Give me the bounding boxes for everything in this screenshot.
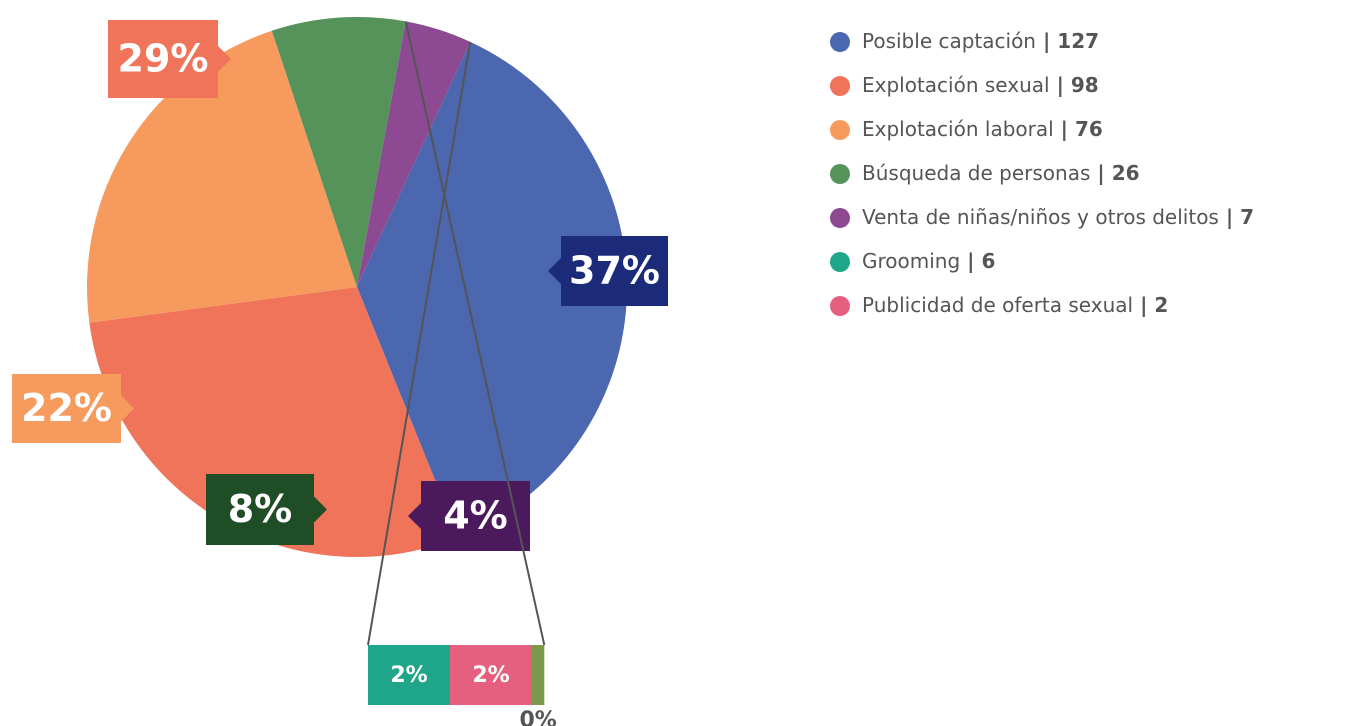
label-box bbox=[421, 481, 530, 551]
legend-label: Búsqueda de personas | 26 bbox=[862, 161, 1140, 185]
label-box bbox=[108, 20, 218, 98]
legend-marker bbox=[830, 252, 850, 272]
slice-label: 8% bbox=[228, 487, 293, 531]
label-pointer bbox=[121, 395, 134, 422]
legend-value: 127 bbox=[1057, 29, 1099, 53]
legend-name: Búsqueda de personas bbox=[862, 161, 1090, 185]
legend-marker bbox=[830, 296, 850, 316]
label-pointer bbox=[548, 258, 561, 284]
label-pointer bbox=[408, 503, 421, 529]
pie-slice bbox=[271, 16, 406, 287]
legend-name: Grooming bbox=[862, 249, 960, 273]
legend-name: Posible captación bbox=[862, 29, 1036, 53]
legend-value: 98 bbox=[1071, 73, 1099, 97]
legend-value: 76 bbox=[1075, 117, 1103, 141]
breakdown-bar bbox=[450, 645, 532, 705]
label-box bbox=[12, 374, 121, 443]
legend-label: Posible captación | 127 bbox=[862, 29, 1099, 53]
legend-separator: | bbox=[1097, 161, 1104, 185]
breakdown-label: 2% bbox=[472, 663, 509, 688]
legend-value: 26 bbox=[1112, 161, 1140, 185]
slice-label: 22% bbox=[21, 386, 112, 430]
legend-marker bbox=[830, 120, 850, 140]
legend-separator: | bbox=[1140, 293, 1147, 317]
breakdown-bar bbox=[532, 645, 545, 705]
legend-separator: | bbox=[967, 249, 974, 273]
legend-label: Grooming | 6 bbox=[862, 249, 995, 273]
pie-slice bbox=[357, 41, 628, 538]
connector bbox=[404, 21, 546, 646]
legend-value: 7 bbox=[1240, 205, 1254, 229]
legend-marker bbox=[830, 164, 850, 184]
legend-label: Explotación sexual | 98 bbox=[862, 73, 1099, 97]
legend-label: Publicidad de oferta sexual | 2 bbox=[862, 293, 1168, 317]
legend-separator: | bbox=[1043, 29, 1050, 53]
label-pointer bbox=[218, 46, 231, 72]
legend-name: Publicidad de oferta sexual bbox=[862, 293, 1133, 317]
legend-value: 6 bbox=[981, 249, 995, 273]
pie-slice bbox=[87, 30, 358, 323]
label-box bbox=[206, 474, 314, 545]
legend-separator: | bbox=[1057, 73, 1064, 97]
legend-separator: | bbox=[1226, 205, 1233, 229]
breakdown-label: 2% bbox=[390, 663, 427, 688]
legend-value: 2 bbox=[1154, 293, 1168, 317]
pie-slice bbox=[357, 21, 471, 288]
legend-name: Venta de niñas/niños y otros delitos bbox=[862, 205, 1219, 229]
legend-name: Explotación laboral bbox=[862, 117, 1054, 141]
label-pointer bbox=[314, 496, 327, 523]
legend-marker bbox=[830, 32, 850, 52]
legend-marker bbox=[830, 208, 850, 228]
legend-label: Venta de niñas/niños y otros delitos | 7 bbox=[862, 205, 1254, 229]
breakdown-label: 0% bbox=[519, 708, 556, 726]
slice-label: 29% bbox=[118, 37, 209, 81]
connector bbox=[367, 41, 472, 646]
label-box bbox=[561, 236, 668, 306]
slice-label: 4% bbox=[443, 494, 508, 538]
legend-name: Explotación sexual bbox=[862, 73, 1050, 97]
pie-slice bbox=[89, 287, 459, 557]
slice-label: 37% bbox=[569, 249, 660, 293]
legend-label: Explotación laboral | 76 bbox=[862, 117, 1103, 141]
breakdown-bar bbox=[368, 645, 450, 705]
legend-marker bbox=[830, 76, 850, 96]
legend-separator: | bbox=[1061, 117, 1068, 141]
